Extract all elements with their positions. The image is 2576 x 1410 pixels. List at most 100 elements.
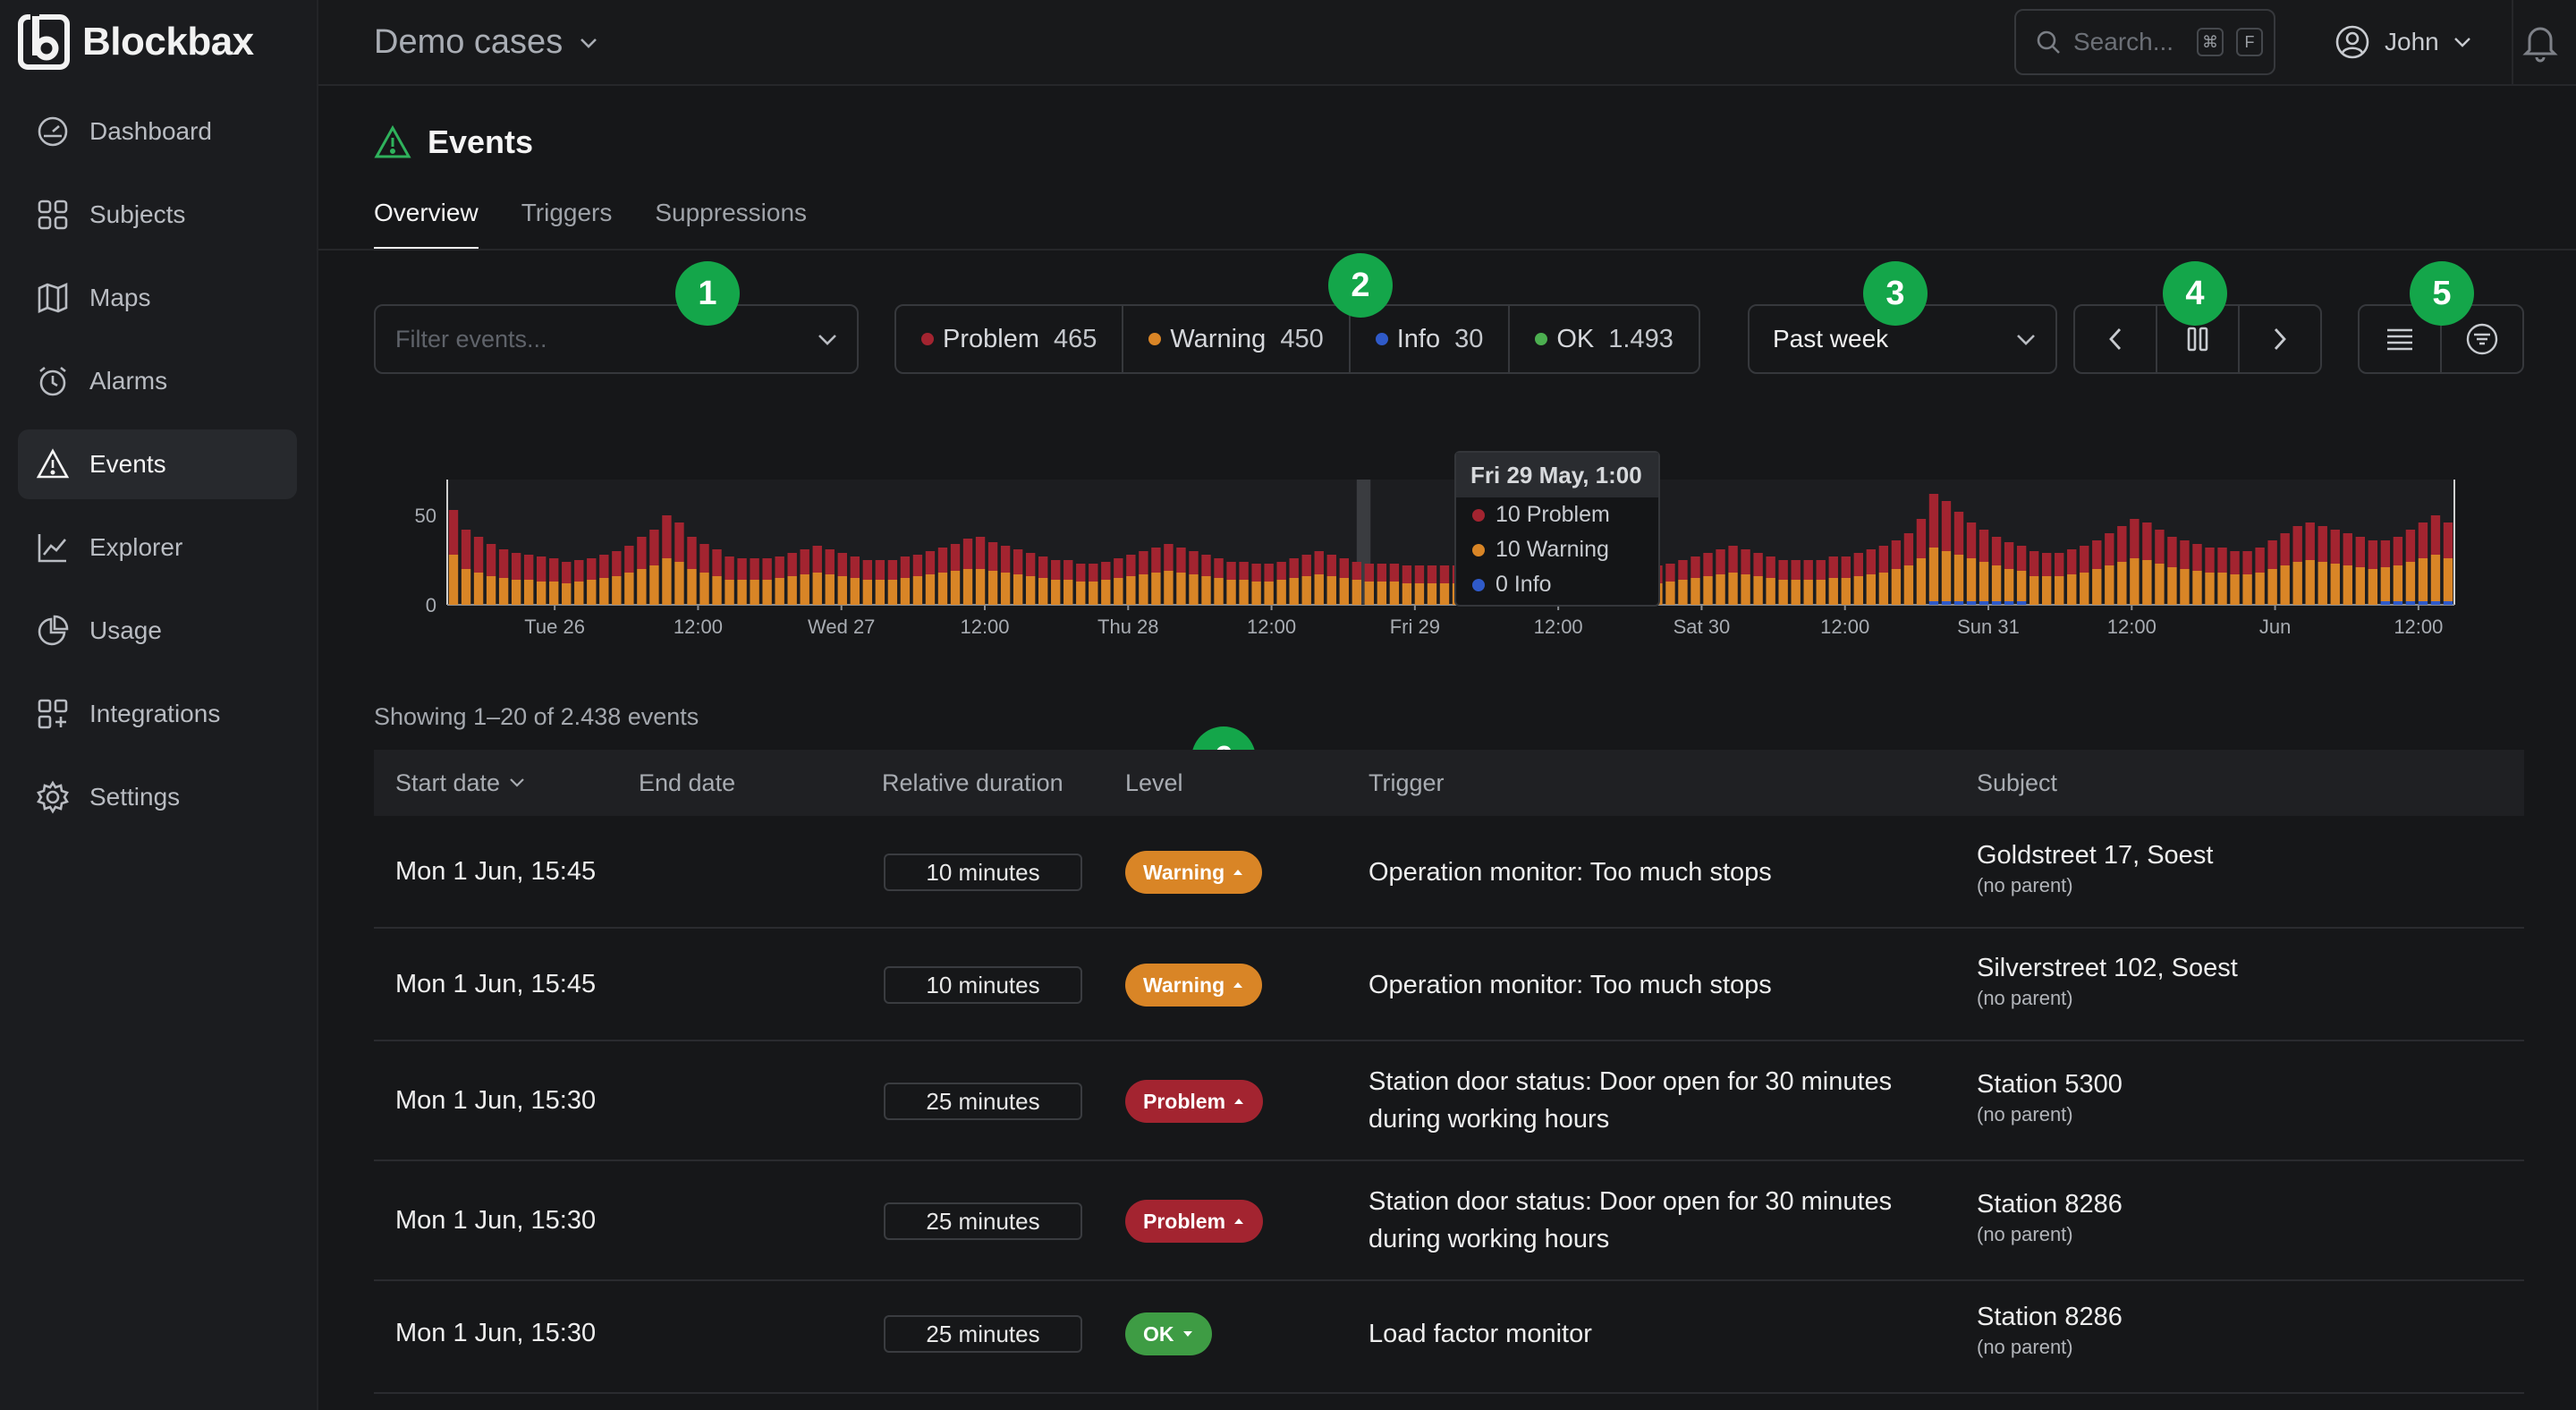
count-value: 450 [1280, 324, 1324, 353]
column-level[interactable]: Level [1125, 769, 1183, 796]
chart-bar-warning [1891, 569, 1902, 605]
column-start-date[interactable]: Start date [395, 769, 525, 797]
table-row[interactable]: Mon 1 Jun, 15:30 25 minutes OK Load fact… [374, 1281, 2524, 1394]
column-end-date[interactable]: End date [639, 769, 736, 796]
sidebar-item-subjects[interactable]: Subjects [18, 180, 297, 250]
count-warning[interactable]: Warning 450 [1123, 306, 1351, 372]
chart-bar-warning [1966, 558, 1977, 601]
chart-bar-warning [2192, 571, 2202, 605]
chart-bar-problem [2443, 522, 2453, 558]
subject-parent: (no parent) [1977, 874, 2073, 896]
table-row[interactable]: Mon 1 Jun, 15:45 10 minutes Warning Oper… [374, 816, 2524, 929]
x-tick-label: 12:00 [1534, 616, 1583, 638]
count-ok[interactable]: OK 1.493 [1510, 306, 1698, 372]
chevron-down-icon [2453, 38, 2470, 47]
x-tick-label: Jun [2259, 616, 2291, 638]
chart-bar-problem [800, 549, 809, 574]
chart-bar-warning [2292, 562, 2302, 605]
chart-bar-problem [2092, 540, 2102, 569]
events-chart[interactable]: 0 50 Tue 26 12:00 Wed 27 12:00 Thu 28 12:00 Fri … [374, 447, 2467, 662]
problem-dot-icon [921, 333, 934, 345]
table-row[interactable]: Mon 1 Jun, 15:45 10 minutes Warning Oper… [374, 929, 2524, 1041]
info-dot-icon [1375, 333, 1388, 345]
chart-bar-warning [1264, 582, 1274, 605]
sidebar-item-explorer[interactable]: Explorer [18, 513, 297, 582]
tooltip-row-text: 10 Problem [1496, 502, 1610, 527]
filter-options-button[interactable] [2442, 306, 2522, 372]
logo[interactable]: Blockbax [18, 14, 254, 70]
chart-bar-problem [812, 546, 822, 573]
previous-period-button[interactable] [2075, 306, 2157, 372]
tooltip-row-info: 0 Info [1456, 567, 1658, 602]
chart-bar-warning [2393, 565, 2403, 601]
tab-suppressions[interactable]: Suppressions [655, 199, 808, 226]
annotation-badge-4: 4 [2163, 261, 2227, 326]
chart-bar-info [1991, 601, 2002, 605]
sidebar-item-usage[interactable]: Usage [18, 596, 297, 666]
chart-bar-problem [1941, 501, 1952, 551]
list-view-button[interactable] [2360, 306, 2442, 372]
table-row[interactable]: Mon 1 Jun, 15:30 25 minutes Problem Stat… [374, 1161, 2524, 1281]
chart-bar-warning [712, 576, 722, 605]
filter-events-input[interactable]: Filter events... [374, 304, 859, 374]
chart-bar-warning [1991, 565, 2002, 601]
chart-bar-warning [2016, 571, 2027, 601]
chart-bar-problem [2343, 533, 2352, 565]
chart-bar-warning [1201, 576, 1211, 605]
bell-icon[interactable] [2519, 20, 2562, 63]
column-trigger[interactable]: Trigger [1368, 769, 1445, 796]
list-icon [2387, 328, 2412, 351]
user-menu[interactable]: John [2313, 9, 2499, 75]
chart-bar-problem [737, 558, 747, 580]
start-date: Mon 1 Jun, 15:30 [395, 1319, 597, 1347]
search-box[interactable]: Search... ⌘ F [2014, 9, 2275, 75]
chart-bar-warning [1778, 580, 1788, 605]
tabs-divider [318, 249, 2576, 251]
tab-overview[interactable]: Overview [374, 199, 479, 251]
sidebar-item-dashboard[interactable]: Dashboard [18, 97, 297, 166]
sidebar-item-integrations[interactable]: Integrations [18, 679, 297, 749]
sidebar-item-settings[interactable]: Settings [18, 762, 297, 832]
chart-bar-warning [2029, 576, 2039, 605]
ok-dot-icon [1535, 333, 1548, 345]
chart-bar-problem [950, 544, 961, 571]
column-subject[interactable]: Subject [1977, 769, 2058, 796]
chart-bar-warning [2180, 569, 2190, 605]
pause-button[interactable] [2157, 306, 2240, 372]
sidebar-item-maps[interactable]: Maps [18, 263, 297, 333]
chart-bar-problem [549, 558, 559, 582]
chart-bar-warning [2380, 567, 2391, 601]
chart-bar-warning [812, 573, 822, 605]
column-label: Start date [395, 769, 501, 796]
chart-bar-warning [473, 573, 484, 605]
chart-bar-problem [1665, 564, 1675, 582]
level-badge: Warning [1125, 851, 1263, 894]
chart-bar-info [1953, 601, 1964, 605]
chart-bar-problem [1352, 562, 1362, 580]
count-problem[interactable]: Problem 465 [896, 306, 1124, 372]
project-switcher[interactable]: Demo cases [374, 23, 598, 62]
count-label: OK [1556, 324, 1595, 353]
tooltip-row-warning: 10 Warning [1456, 532, 1658, 567]
chart-bar-problem [912, 555, 923, 576]
count-info[interactable]: Info 30 [1351, 306, 1511, 372]
chart-bar-problem [1991, 537, 2002, 565]
chart-bar-warning [2117, 562, 2127, 605]
chart-bar-problem [536, 556, 547, 582]
tab-triggers[interactable]: Triggers [521, 199, 613, 226]
chart-bar-problem [987, 542, 998, 571]
subject-name: Station 8286 [1977, 1303, 2123, 1331]
subject-parent: (no parent) [1977, 987, 2073, 1009]
chart-bar-warning [1665, 582, 1675, 605]
chart-bar-problem [2192, 544, 2202, 571]
column-relative-duration[interactable]: Relative duration [882, 769, 1063, 796]
chart-bar-problem [750, 558, 759, 580]
table-row[interactable]: Mon 1 Jun, 15:30 25 minutes Problem Stat… [374, 1041, 2524, 1161]
next-period-button[interactable] [2240, 306, 2320, 372]
sidebar-item-alarms[interactable]: Alarms [18, 346, 297, 416]
sidebar-item-events[interactable]: Events [18, 429, 297, 499]
chart-bar-problem [975, 537, 986, 569]
tooltip-row-problem: 10 Problem [1456, 497, 1658, 532]
x-tick-label: 12:00 [674, 616, 723, 638]
x-tick-label: Thu 28 [1097, 616, 1159, 638]
